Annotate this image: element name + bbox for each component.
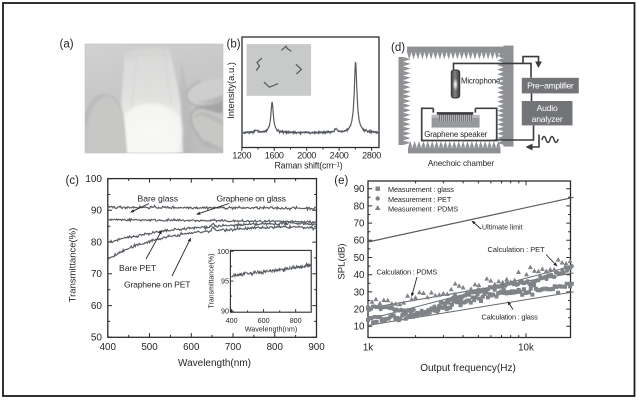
svg-text:30: 30: [354, 287, 365, 298]
svg-text:Ultimate limit: Ultimate limit: [482, 223, 523, 231]
svg-text:Intensity(a.u.): Intensity(a.u.): [225, 62, 236, 119]
svg-text:Calculation : PET: Calculation : PET: [488, 245, 546, 254]
svg-text:Measurement : PDMS: Measurement : PDMS: [388, 205, 458, 214]
svg-text:500: 500: [141, 342, 158, 353]
svg-text:Bare glass: Bare glass: [138, 194, 179, 204]
svg-text:700: 700: [225, 342, 242, 353]
svg-text:400: 400: [100, 342, 117, 353]
svg-text:Measurement : PET: Measurement : PET: [388, 195, 452, 204]
svg-text:1k: 1k: [363, 343, 373, 354]
svg-text:Calculation : PDMS: Calculation : PDMS: [377, 267, 438, 276]
svg-text:90: 90: [221, 307, 229, 316]
svg-text:10k: 10k: [518, 343, 534, 354]
svg-text:Raman shift(cm–1): Raman shift(cm–1): [274, 160, 342, 170]
svg-text:Measurement : glass: Measurement : glass: [388, 185, 454, 194]
svg-text:Graphene speaker: Graphene speaker: [424, 130, 487, 139]
svg-text:2800: 2800: [362, 151, 381, 161]
svg-text:Output frequency(Hz): Output frequency(Hz): [420, 363, 516, 374]
svg-text:50: 50: [91, 333, 103, 344]
svg-text:1200: 1200: [232, 151, 251, 161]
svg-text:Calculation : glass: Calculation : glass: [482, 312, 539, 321]
svg-text:1600: 1600: [265, 151, 284, 161]
svg-text:60: 60: [354, 236, 365, 247]
svg-text:70: 70: [91, 269, 103, 280]
svg-text:Bare PET: Bare PET: [119, 263, 157, 273]
svg-text:20: 20: [354, 305, 365, 316]
svg-text:Anechoic chamber: Anechoic chamber: [428, 159, 495, 168]
svg-text:(a): (a): [60, 39, 74, 51]
svg-text:600: 600: [183, 342, 200, 353]
svg-text:100: 100: [217, 247, 229, 256]
svg-text:Wavelength(nm): Wavelength(nm): [178, 358, 251, 369]
svg-text:80: 80: [354, 201, 365, 212]
svg-text:(b): (b): [227, 39, 241, 51]
svg-text:2000: 2000: [297, 151, 316, 161]
svg-text:100: 100: [85, 174, 102, 185]
svg-text:(e): (e): [334, 175, 348, 187]
svg-text:400: 400: [226, 316, 238, 325]
svg-text:Microphone: Microphone: [461, 77, 500, 86]
svg-text:95: 95: [221, 277, 229, 286]
svg-text:600: 600: [258, 316, 270, 325]
svg-text:800: 800: [267, 342, 284, 353]
svg-text:Audio: Audio: [537, 103, 558, 113]
svg-text:800: 800: [290, 316, 302, 325]
svg-text:60: 60: [91, 301, 103, 312]
svg-text:Pre−amplifier: Pre−amplifier: [527, 81, 574, 91]
svg-text:40: 40: [354, 270, 365, 281]
svg-text:Transmittance(%): Transmittance(%): [209, 254, 216, 309]
svg-text:analyzer: analyzer: [532, 114, 563, 124]
svg-text:90: 90: [91, 206, 103, 217]
svg-text:(d): (d): [391, 42, 405, 54]
svg-text:70: 70: [354, 219, 365, 230]
svg-text:50: 50: [354, 253, 365, 264]
svg-text:SPL(dB): SPL(dB): [337, 243, 348, 279]
svg-text:900: 900: [308, 342, 325, 353]
svg-text:10: 10: [354, 322, 365, 333]
svg-text:Transmittance(%): Transmittance(%): [68, 228, 79, 303]
svg-text:Graphene on glass: Graphene on glass: [217, 194, 286, 204]
svg-text:Wavelength(nm): Wavelength(nm): [245, 324, 297, 333]
svg-text:(c): (c): [66, 175, 80, 187]
svg-text:90: 90: [354, 184, 365, 195]
svg-text:Graphene on PET: Graphene on PET: [124, 280, 191, 290]
svg-text:2400: 2400: [330, 151, 349, 161]
svg-text:80: 80: [91, 238, 103, 249]
